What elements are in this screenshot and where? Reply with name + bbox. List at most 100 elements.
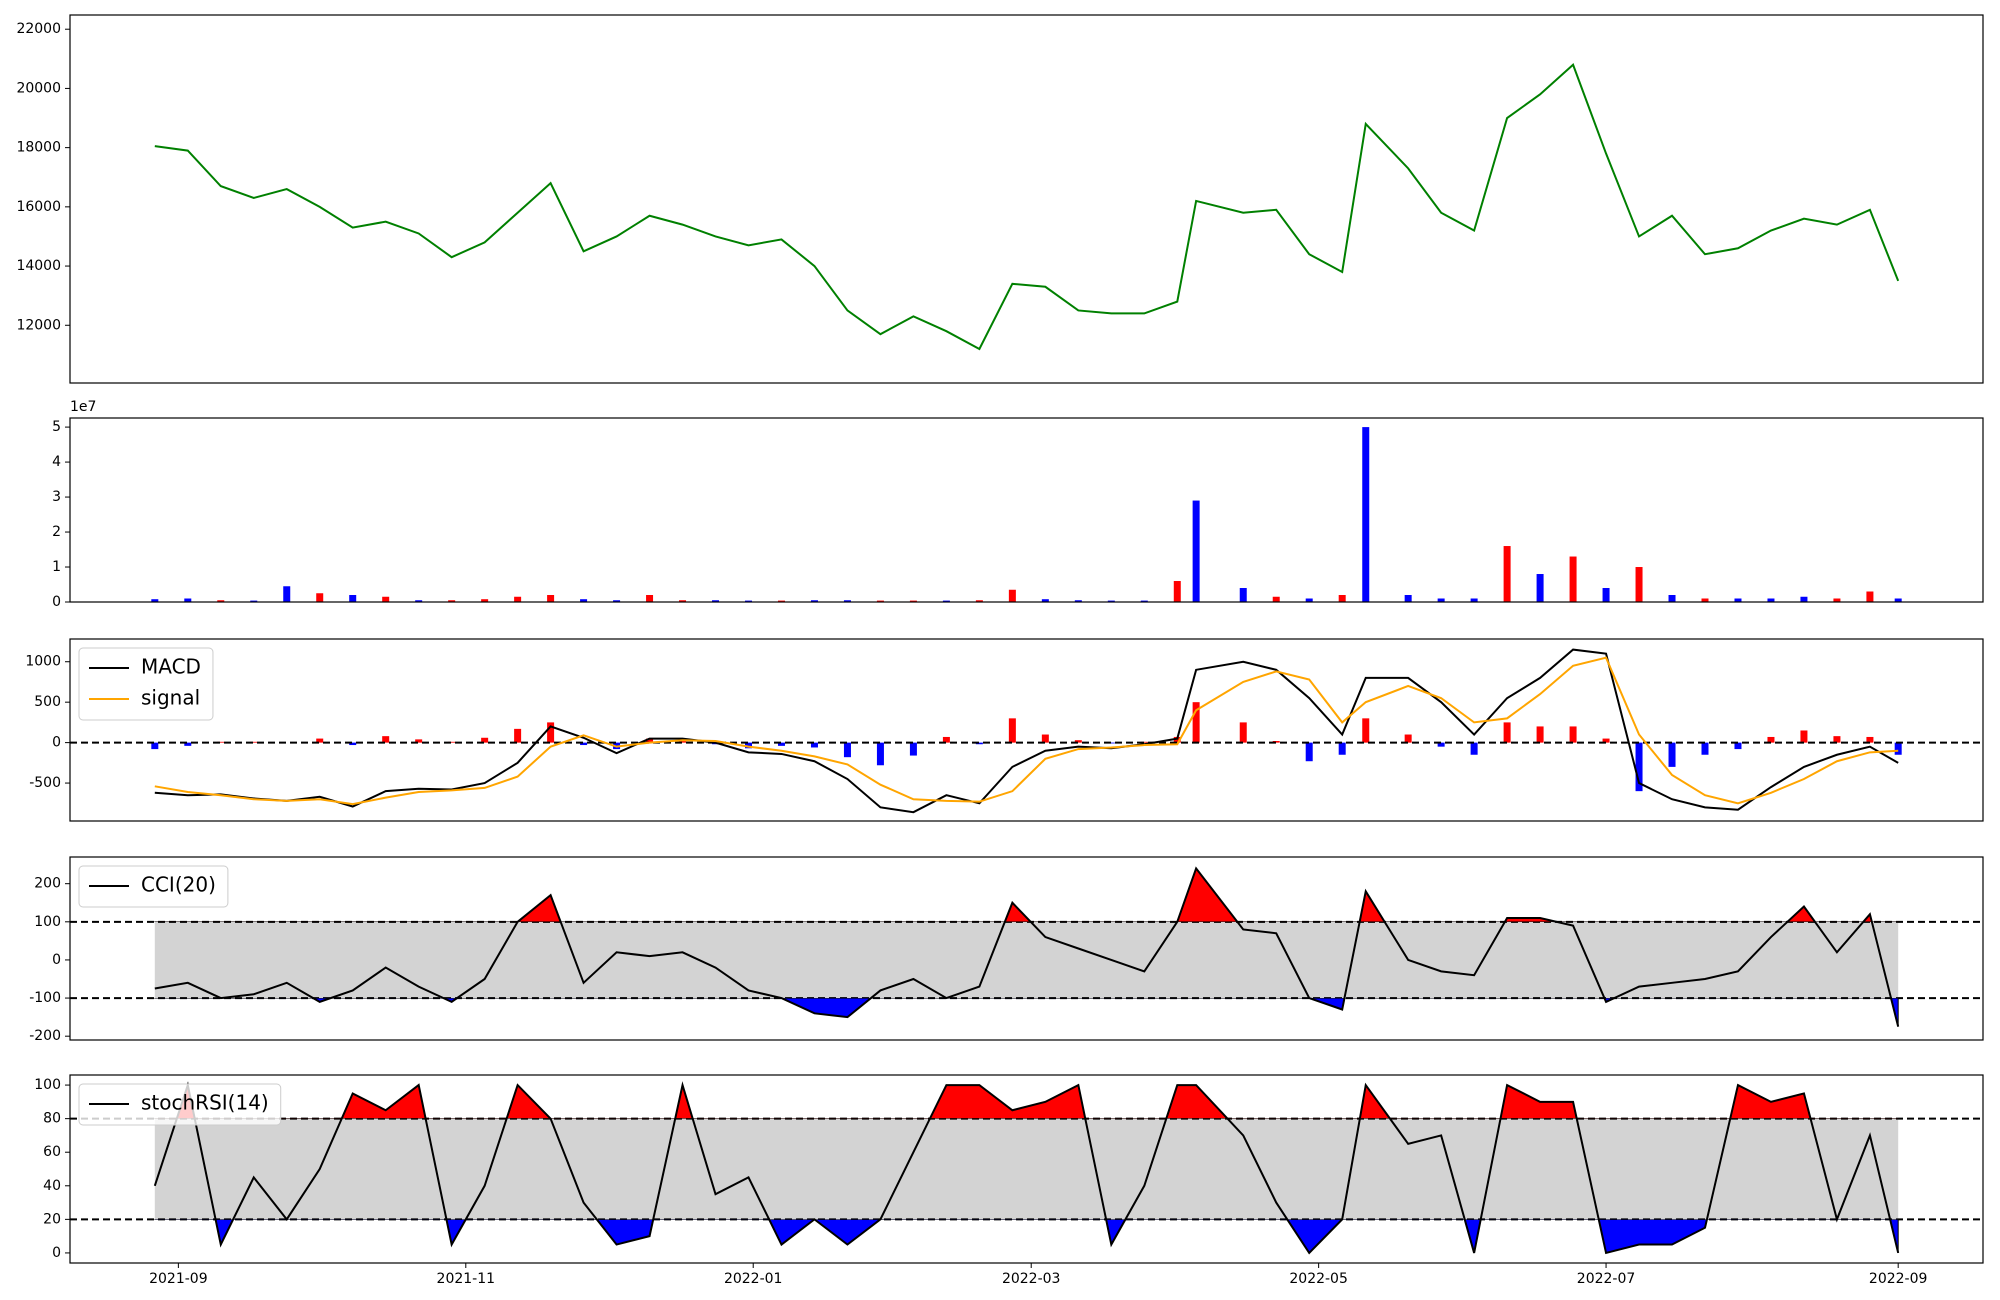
legend-label: CCI(20): [141, 873, 216, 897]
panel: [70, 866, 1983, 1027]
bar: [1503, 546, 1511, 602]
histogram-bar: [217, 741, 225, 743]
bar: [1437, 598, 1445, 602]
y-tick-label: 40: [43, 1178, 61, 1194]
bar: [1041, 599, 1049, 602]
y-tick-label: 1000: [25, 654, 61, 670]
bar: [1107, 600, 1115, 602]
histogram-bar: [1894, 742, 1902, 755]
bar: [909, 600, 917, 602]
histogram-bar: [1239, 722, 1247, 743]
bar: [1272, 596, 1280, 602]
y-tick-label: 12000: [16, 317, 61, 333]
bar: [843, 600, 851, 602]
y-tick-label: 0: [52, 594, 61, 610]
bar: [1173, 581, 1181, 602]
y-tick-label: 1: [52, 559, 61, 575]
bar: [1470, 598, 1478, 602]
histogram-bar: [316, 738, 324, 743]
y-tick-label: 100: [34, 1077, 61, 1093]
histogram-bar: [1866, 736, 1874, 743]
bar: [1833, 598, 1841, 602]
bar: [679, 600, 687, 602]
offset-label: 1e7: [70, 399, 96, 415]
bar: [382, 596, 390, 602]
histogram-bar: [1833, 736, 1841, 743]
histogram-bar: [777, 742, 785, 746]
band: [154, 921, 1899, 999]
bar: [1305, 598, 1313, 602]
x-tick-label: 2022-07: [1577, 1271, 1636, 1287]
histogram-bar: [679, 741, 687, 743]
y-tick-label: 80: [43, 1111, 61, 1127]
histogram-bar: [250, 741, 258, 743]
histogram-bar: [1192, 702, 1200, 743]
bar: [975, 600, 983, 602]
bar: [1404, 595, 1412, 602]
y-tick-label: 3: [52, 489, 61, 505]
panel: [154, 63, 1900, 351]
bar: [942, 600, 950, 602]
y-tick-label: 500: [34, 694, 61, 710]
bar: [1635, 567, 1643, 602]
bar: [810, 600, 818, 602]
y-tick-label: 20000: [16, 80, 61, 96]
bar: [514, 596, 522, 602]
legend-label: stochRSI(14): [141, 1091, 269, 1115]
histogram-bar: [1404, 734, 1412, 743]
y-tick-label: 200: [34, 876, 61, 892]
histogram-bar: [975, 742, 983, 745]
histogram-bar: [151, 742, 159, 750]
bar: [481, 599, 489, 602]
y-tick-label: 20: [43, 1211, 61, 1227]
bar: [349, 595, 357, 602]
histogram-bar: [1536, 726, 1544, 743]
histogram-bar: [1470, 742, 1478, 755]
histogram-bar: [1362, 718, 1370, 743]
bar: [448, 600, 456, 602]
histogram-bar: [1437, 742, 1445, 747]
x-tick-label: 2021-11: [437, 1271, 496, 1287]
bar: [217, 600, 225, 602]
bar: [1074, 600, 1082, 602]
plot-frame: [69, 856, 1984, 1041]
bar: [1362, 427, 1370, 602]
bar: [1701, 598, 1709, 602]
bar: [1767, 598, 1775, 602]
series-line: [154, 63, 1900, 351]
x-tick-label: 2022-03: [1002, 1271, 1061, 1287]
y-tick-label: 100: [34, 914, 61, 930]
histogram-bar: [810, 742, 818, 748]
y-tick-label: 0: [52, 1245, 61, 1261]
band: [154, 1118, 1899, 1220]
plot-frame: [69, 638, 1984, 822]
y-tick-label: 22000: [16, 21, 61, 37]
histogram-bar: [580, 742, 588, 746]
histogram-bar: [1041, 734, 1049, 743]
y-tick-label: -200: [29, 1028, 61, 1044]
bar: [1734, 598, 1742, 602]
y-tick-label: 0: [52, 735, 61, 751]
histogram-bar: [1602, 738, 1610, 743]
bar: [415, 600, 423, 602]
histogram-bar: [745, 742, 753, 749]
histogram-bar: [1503, 722, 1511, 743]
y-tick-label: -100: [29, 990, 61, 1006]
legend-label: MACD: [141, 655, 201, 679]
y-tick-label: 4: [52, 454, 61, 470]
histogram-bar: [1569, 726, 1577, 743]
bar: [876, 600, 884, 602]
bar: [646, 595, 654, 602]
bar: [1569, 556, 1577, 602]
histogram-bar: [909, 742, 917, 756]
bar: [745, 600, 753, 602]
bar: [613, 600, 621, 602]
y-tick-label: 14000: [16, 258, 61, 274]
bar: [1338, 595, 1346, 602]
bar: [777, 600, 785, 602]
bar: [712, 600, 720, 602]
plot-frame: [69, 14, 1984, 384]
histogram-bar: [1173, 736, 1181, 743]
bar: [151, 599, 159, 602]
